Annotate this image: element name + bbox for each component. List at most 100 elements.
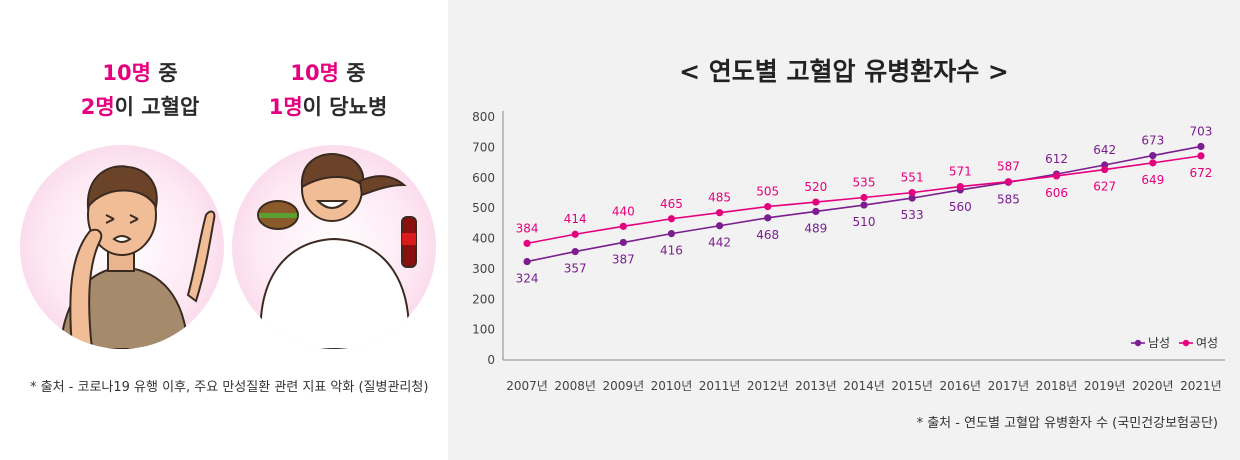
woman-eating-icon bbox=[257, 153, 417, 349]
data-point bbox=[764, 214, 772, 222]
y-tick-label: 600 bbox=[472, 171, 495, 185]
y-tick-label: 200 bbox=[472, 292, 495, 306]
data-label: 357 bbox=[564, 262, 587, 276]
data-point bbox=[764, 203, 772, 211]
data-point bbox=[1101, 165, 1109, 174]
x-tick-label: 2008년 bbox=[554, 379, 596, 393]
data-label: 489 bbox=[804, 221, 827, 235]
data-label: 587 bbox=[997, 160, 1020, 174]
y-axis: 0 100 200 300 400 500 600 700 800 bbox=[472, 110, 504, 367]
stat2-text: 중 bbox=[338, 61, 366, 85]
x-tick-label: 2009년 bbox=[603, 379, 645, 393]
x-tick-label: 2014년 bbox=[843, 379, 885, 393]
legend-label: 여성 bbox=[1196, 336, 1218, 350]
data-point bbox=[667, 230, 676, 238]
data-point bbox=[523, 239, 531, 247]
data-label: 606 bbox=[1045, 186, 1068, 200]
data-label: 571 bbox=[949, 165, 972, 179]
y-tick-label: 100 bbox=[472, 323, 495, 337]
data-point bbox=[908, 194, 916, 202]
data-label: 485 bbox=[708, 191, 731, 205]
x-tick-label: 2020년 bbox=[1132, 379, 1174, 393]
data-label: 505 bbox=[756, 185, 779, 199]
data-label: 468 bbox=[756, 228, 779, 242]
x-axis: 2007년 2008년 2009년 2010년 2011년 2012년 2013년 2014년… bbox=[503, 359, 1225, 393]
data-label: 384 bbox=[516, 221, 539, 235]
data-point bbox=[1197, 152, 1205, 160]
data-point bbox=[1197, 142, 1205, 151]
data-point bbox=[667, 215, 676, 223]
x-tick-label: 2019년 bbox=[1084, 379, 1126, 393]
stat1-count-total: 10명 bbox=[102, 61, 151, 85]
data-point bbox=[523, 257, 531, 266]
data-point bbox=[1149, 159, 1157, 167]
data-point bbox=[619, 238, 627, 247]
data-point bbox=[619, 222, 627, 230]
data-point bbox=[812, 198, 820, 206]
legend-label: 남성 bbox=[1148, 336, 1170, 350]
x-tick-label: 2021년 bbox=[1180, 379, 1222, 393]
data-point bbox=[860, 193, 868, 202]
diabetes-stat: 10명 중 1명이 당뇨병 bbox=[243, 56, 413, 124]
y-tick-label: 0 bbox=[487, 353, 495, 367]
x-tick-label: 2012년 bbox=[747, 379, 789, 393]
chart-source: * 출처 - 연도별 고혈압 유병환자 수 (국민건강보험공단) bbox=[916, 416, 1218, 431]
data-label: 612 bbox=[1045, 152, 1068, 166]
man-headache-icon bbox=[58, 165, 216, 349]
stat2-label: 이 당뇨병 bbox=[302, 95, 388, 119]
hypertension-stat: 10명 중 2명이 고혈압 bbox=[55, 56, 225, 124]
chart-title: < 연도별 고혈압 유병환자수 > bbox=[679, 57, 1009, 86]
y-tick-label: 800 bbox=[472, 110, 495, 124]
legend: 남성 여성 bbox=[1131, 336, 1218, 350]
y-tick-label: 500 bbox=[472, 201, 495, 215]
data-label: 672 bbox=[1189, 166, 1212, 180]
x-tick-label: 2018년 bbox=[1036, 379, 1078, 393]
hypertension-illustration bbox=[20, 145, 224, 349]
data-point bbox=[1004, 178, 1013, 186]
data-point bbox=[1149, 151, 1157, 160]
diabetes-illustration bbox=[232, 145, 436, 349]
stat1-line1: 10명 중 bbox=[55, 56, 225, 90]
data-label: 649 bbox=[1141, 173, 1164, 187]
data-label: 535 bbox=[853, 175, 876, 189]
data-label: 440 bbox=[612, 204, 635, 218]
x-tick-label: 2016년 bbox=[939, 379, 981, 393]
x-tick-label: 2010년 bbox=[651, 379, 693, 393]
x-tick-label: 2015년 bbox=[891, 379, 933, 393]
x-tick-label: 2013년 bbox=[795, 379, 837, 393]
data-label: 551 bbox=[901, 171, 924, 185]
legend-marker bbox=[1134, 339, 1142, 347]
data-label: 642 bbox=[1093, 143, 1116, 157]
data-label: 585 bbox=[997, 192, 1020, 206]
data-point bbox=[716, 222, 724, 230]
stat1-label: 이 고혈압 bbox=[114, 95, 200, 119]
data-label: 533 bbox=[901, 208, 924, 222]
data-point bbox=[956, 182, 964, 191]
data-label: 414 bbox=[564, 212, 587, 226]
data-label: 703 bbox=[1189, 124, 1212, 138]
data-point bbox=[716, 209, 724, 217]
stat1-count: 2명 bbox=[80, 95, 115, 119]
stat1-line2: 2명이 고혈압 bbox=[55, 90, 225, 124]
y-tick-label: 400 bbox=[472, 232, 495, 246]
data-label: 442 bbox=[708, 236, 731, 250]
line-chart: 0 100 200 300 400 500 600 700 800 2007년 2008년 2009… bbox=[472, 110, 1225, 393]
stat1-text: 중 bbox=[150, 61, 178, 85]
data-label: 560 bbox=[949, 200, 972, 214]
data-point bbox=[908, 189, 916, 197]
stat2-count-total: 10명 bbox=[290, 61, 339, 85]
stat2-line2: 1명이 당뇨병 bbox=[243, 90, 413, 124]
data-label: 673 bbox=[1141, 134, 1164, 148]
data-point bbox=[812, 207, 820, 216]
series-lines: 324 357 387 416 442 468 489 510 533 560 585 612 642 6… bbox=[516, 124, 1213, 285]
data-label: 465 bbox=[660, 197, 683, 211]
legend-marker bbox=[1182, 339, 1190, 347]
data-label: 416 bbox=[660, 244, 683, 258]
stat2-count: 1명 bbox=[268, 95, 303, 119]
data-point bbox=[860, 201, 868, 209]
x-tick-label: 2017년 bbox=[988, 379, 1030, 393]
chart-panel: < 연도별 고혈압 유병환자수 > 0 100 200 300 400 500 600 700… bbox=[448, 0, 1240, 460]
data-point bbox=[1052, 172, 1061, 180]
x-tick-label: 2007년 bbox=[506, 379, 548, 393]
left-panel: 10명 중 2명이 고혈압 10명 중 1명이 당뇨병 bbox=[0, 0, 448, 460]
